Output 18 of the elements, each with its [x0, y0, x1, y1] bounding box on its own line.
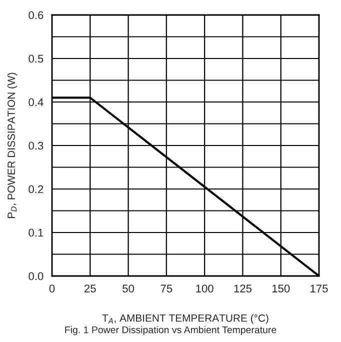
- x-tick-label: 125: [234, 284, 252, 292]
- y-tick-label: 0.5: [28, 54, 44, 63]
- y-axis-title: P$_{D}$, POWER DISSIPATION (W): [7, 72, 18, 218]
- y-tick-label: 0.3: [28, 142, 44, 150]
- x-axis-title: T$_{A}$, AMBIENT TEMPERATURE (°C): [102, 314, 268, 324]
- x-tick-label: 100: [196, 284, 214, 292]
- x-tick-label: 0: [49, 284, 55, 292]
- y-tick-label: 0.0: [28, 272, 44, 280]
- y-tick-label: 0.4: [28, 98, 44, 106]
- x-tick-label: 150: [272, 284, 290, 292]
- x-tick-label: 50: [122, 284, 134, 292]
- x-tick-label: 75: [160, 284, 172, 292]
- x-tick-label: 175: [310, 284, 328, 292]
- x-tick-label: 25: [84, 284, 96, 292]
- y-tick-label: 0.1: [28, 228, 44, 237]
- y-tick-label: 0.2: [28, 185, 44, 194]
- caption: Fig. 1 Power Dissipation vs Ambient Temperature: [65, 326, 276, 336]
- y-tick-label: 0.6: [28, 11, 44, 20]
